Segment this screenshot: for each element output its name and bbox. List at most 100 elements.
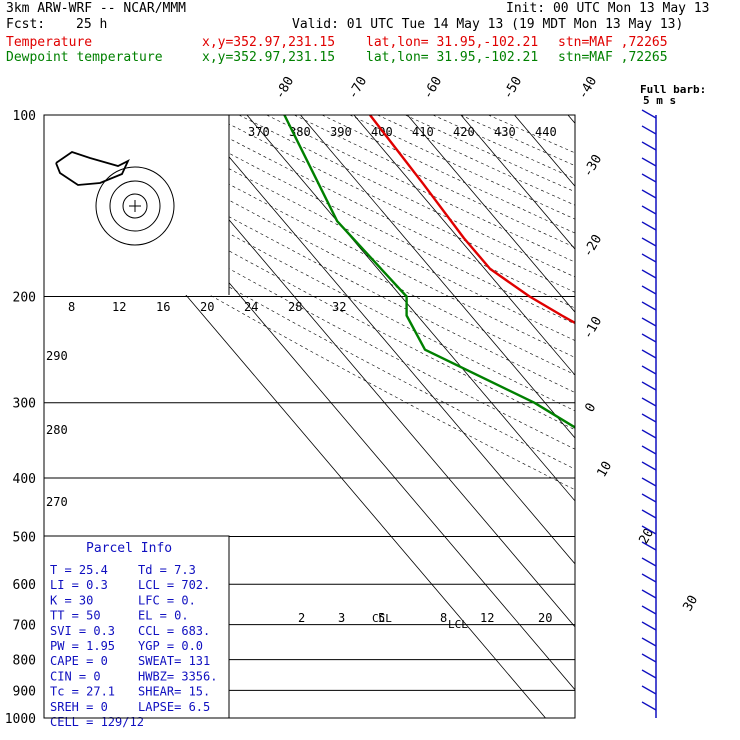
isotherm-line [407,115,575,313]
legend-temperature: Temperature [6,35,93,50]
isotherm-line [675,115,740,718]
legend-dewpoint-stn: stn=MAF ,72265 [558,50,668,65]
pressure-axis-labels: 100 200 300 400 500 600 700 800 900 1000 [5,109,36,727]
isotherm-line [246,115,575,502]
isotherm-label--80: -80 [272,74,297,102]
wind-barb-flag [641,285,657,295]
wind-barb-flag [641,253,657,263]
wind-barb-flag [641,413,657,423]
parcel-row-right: YGP = 0.0 [138,639,203,653]
parcel-row-left: T = 25.4 [50,563,108,577]
wind-barb-flag [641,541,657,551]
mixing-ratio-label-8: 8 [440,611,447,625]
isotherm-label--20: -20 [580,232,605,260]
ccl-marker-label: CCL [372,612,392,625]
forecast-hour: 25 h [76,17,108,32]
isotherm-line [353,115,575,376]
wind-kts-label-20: 20 [200,300,214,314]
pressure-label-100: 100 [13,109,36,124]
dry-adiabat-line [349,115,575,220]
dry-adiabat-line [211,115,575,293]
forecast-label: Fcst: [6,17,46,32]
theta-label-410: 410 [412,125,434,139]
pressure-label-200: 200 [13,291,36,306]
legend-temperature-stn: stn=MAF ,72265 [558,35,668,50]
wind-barb-flag [641,653,657,663]
parcel-row-left: CELL = 129/12 [50,715,144,729]
theta-label-430: 430 [494,125,516,139]
parcel-row-right: LFC = 0. [138,593,196,607]
parcel-row-left: K = 30 [50,593,93,607]
valid-time: Valid: 01 UTC Tue 14 May 13 (19 MDT Mon … [292,17,684,32]
dry-adiabat-line [238,115,575,278]
isotherm-line [460,115,575,250]
legend-dewpoint-latlon: lat,lon= 31.95,-102.21 [366,50,539,65]
wind-barb-flag [641,397,657,407]
mixing-ratio-label-5: 5 [378,611,385,625]
parcel-row-left: CIN = 0 [50,669,101,683]
parcel-info-panel: Parcel Info T = 25.4 Td = 7.3 LI = 0.3 LCL =… [43,535,230,729]
dry-adiabat-line [432,115,575,180]
wind-barb-flag [641,349,657,359]
pressure-label-1000: 1000 [5,712,36,727]
init-time: Init: 00 UTC Mon 13 May 13 [506,1,710,16]
parcel-row-left: Tc = 27.1 [50,685,115,699]
wind-barb-flag [641,109,657,119]
wind-barb-flag [641,637,657,647]
plot-frame [43,114,576,719]
lcl-marker-label: LCL [448,618,468,631]
hodograph [44,115,230,295]
wind-barb-flag [641,125,657,135]
hodograph-trace [55,151,130,186]
theta-label-270: 270 [46,495,68,509]
legend-dewpoint: Dewpoint temperature [6,50,163,65]
wind-barb-flag [641,461,657,471]
wind-barb-flag [641,141,657,151]
pressure-label-900: 900 [13,684,36,699]
isotherm-label--50: -50 [500,74,525,102]
theta-label-290: 290 [46,349,68,363]
pressure-label-500: 500 [13,530,36,545]
wind-barb-flag [641,237,657,247]
parcel-row-right: EL = 0. [138,609,189,623]
parcel-row-left: TT = 50 [50,609,101,623]
wind-barb-flag [641,573,657,583]
wind-barb-flag [641,301,657,311]
hodograph-ring [122,193,148,219]
legend-temperature-xy: x,y=352.97,231.15 [202,35,336,50]
parcel-row-right: Td = 7.3 [138,563,196,577]
parcel-row-right: LCL = 702. [138,578,210,592]
plot-border [43,114,576,719]
parcel-row-left: PW = 1.95 [50,639,115,653]
wind-barb-flag [641,269,657,279]
wind-barb-flag [641,157,657,167]
wind-barb-flag [641,221,657,231]
wind-barb-flag [641,669,657,679]
isotherm-label--40: -40 [575,74,600,102]
parcel-info-box [43,535,230,719]
wind-barb-flag [641,605,657,615]
wind-barb-title: Full barb: [640,83,706,96]
legend-temperature-latlon: lat,lon= 31.95,-102.21 [366,35,539,50]
pressure-label-300: 300 [13,397,36,412]
legend-dewpoint-xy: x,y=352.97,231.15 [202,50,336,65]
parcel-row-right: CCL = 683. [138,624,210,638]
parcel-row-left: CAPE = 0 [50,654,108,668]
isotherm-line [300,115,575,439]
wind-kts-label-32: 32 [332,300,346,314]
wind-barb-flag [641,621,657,631]
isotherm-label--30: -30 [580,152,605,180]
isotherm-label-0: 0 [582,401,599,415]
dewpoint-profile-line [283,115,575,429]
sounding-profiles: CCL LCL [283,115,575,631]
dry-adiabat-line [44,129,575,412]
isotherm-line [567,115,575,124]
theta-label-440: 440 [535,125,557,139]
wind-barb-flag [641,333,657,343]
hodograph-background [44,115,229,295]
isotherm-label-10: 10 [594,459,615,480]
model-title: 3km ARW-WRF -- NCAR/MMM [6,1,187,16]
theta-label-370: 370 [248,125,270,139]
isotherm-label-30: 30 [680,593,701,614]
